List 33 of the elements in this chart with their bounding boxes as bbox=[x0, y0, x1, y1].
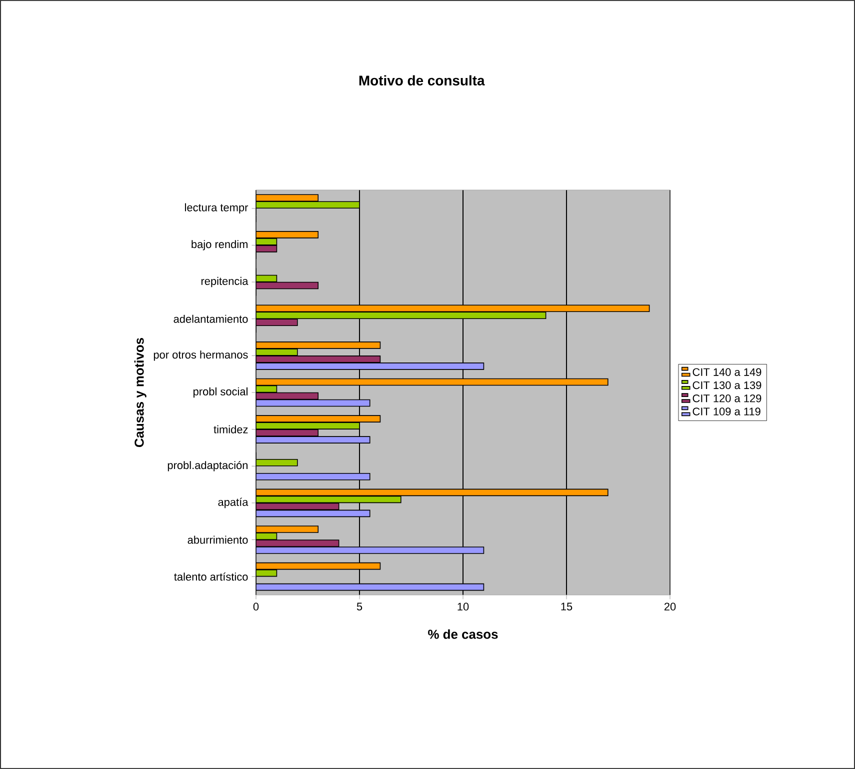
chart-title: Motivo de consulta bbox=[359, 75, 485, 86]
bar bbox=[256, 502, 340, 510]
legend-label: CIT 109 a 119 bbox=[692, 408, 760, 416]
bar bbox=[256, 496, 402, 504]
x-tick-label: 10 bbox=[458, 602, 469, 611]
y-tick-label: adelantamiento bbox=[174, 314, 248, 323]
bar bbox=[256, 378, 608, 386]
bar bbox=[256, 510, 370, 518]
y-tick-label: por otros hermanos bbox=[154, 350, 248, 361]
bar bbox=[256, 282, 319, 290]
legend-label: CIT 130 a 139 bbox=[692, 381, 762, 390]
y-axis-title: Causas y motivos bbox=[134, 338, 146, 448]
x-axis-title: % de casos bbox=[428, 629, 498, 639]
y-tick-label: probl social bbox=[194, 387, 248, 398]
bar bbox=[256, 399, 370, 407]
x-tick-label: 0 bbox=[253, 602, 259, 611]
y-tick-label: talento artístico bbox=[174, 572, 248, 581]
legend-label: CIT 140 a 149 bbox=[692, 368, 762, 376]
bar bbox=[256, 488, 608, 496]
y-tick-label: bajo rendim bbox=[192, 240, 248, 250]
x-tick-label: 20 bbox=[664, 602, 676, 611]
y-tick-label: apatía bbox=[218, 498, 248, 508]
x-tick-label: 5 bbox=[356, 602, 362, 610]
bar bbox=[256, 562, 381, 570]
x-tick-label: 15 bbox=[561, 602, 572, 610]
y-tick-label: aburrimiento bbox=[188, 536, 248, 544]
bar bbox=[256, 583, 484, 591]
bar bbox=[256, 392, 319, 400]
y-tick-label: timidez bbox=[214, 425, 248, 434]
legend-label: CIT 120 a 129 bbox=[692, 394, 762, 402]
y-tick-label: probl.adaptación bbox=[168, 460, 248, 472]
y-tick-label: lectura tempr bbox=[185, 203, 248, 214]
y-tick-label: repitencia bbox=[201, 276, 248, 288]
